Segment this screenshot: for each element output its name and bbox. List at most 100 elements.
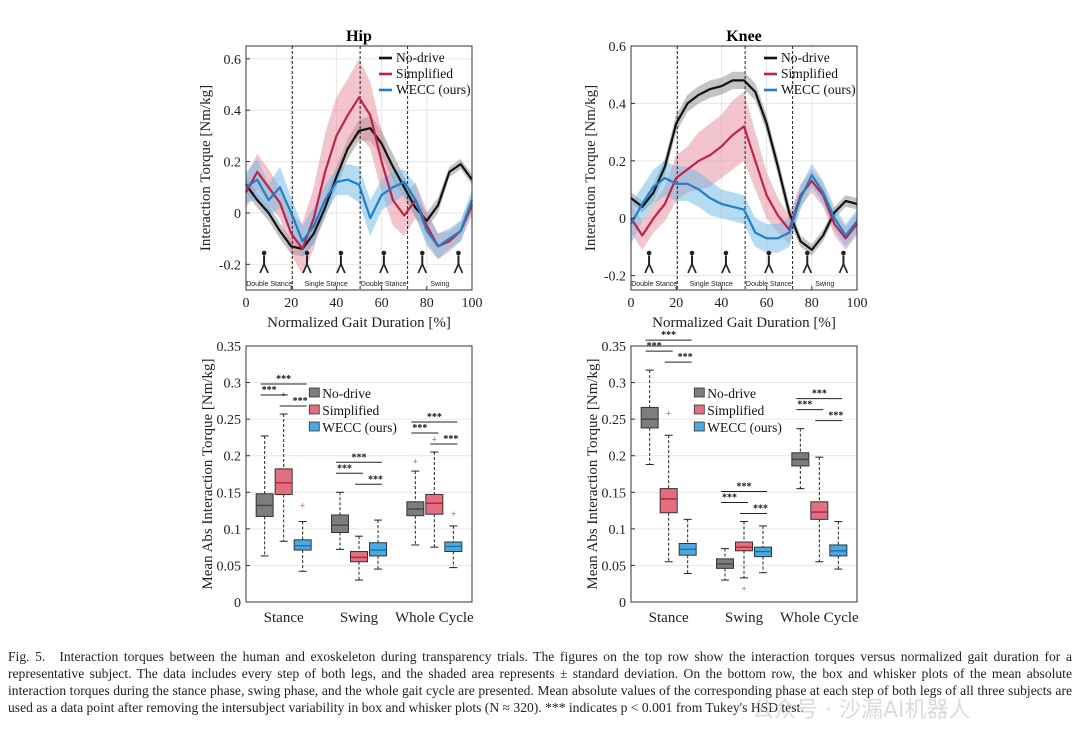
outlier-marker: +: [281, 389, 286, 399]
significance-stars: ***: [678, 352, 693, 363]
figure-leg: [725, 263, 731, 274]
x-category-label: Whole Cycle: [395, 610, 474, 626]
figure-head: [766, 250, 772, 256]
figure-leg: [648, 263, 654, 274]
legend-label: WECC (ours): [322, 420, 397, 435]
figure-head: [804, 250, 810, 256]
y-tick-label: 0.05: [217, 559, 242, 574]
y-tick-label: 0: [234, 207, 241, 222]
hip-boxplot: ++*********Stance*********Swing+++******…: [200, 340, 474, 626]
x-tick-label: 20: [669, 296, 683, 311]
significance-stars: ***: [797, 400, 812, 411]
figure-head: [689, 250, 695, 256]
walking-figure-icon: [302, 250, 312, 274]
y-tick-label: 0.3: [224, 377, 242, 392]
figure-canvas: Double Stance Single Stance Double Stance S…: [198, 28, 868, 626]
y-tick-label: 0.35: [602, 340, 627, 355]
x-category-label: Whole Cycle: [780, 610, 859, 626]
y-tick-label: 0.2: [609, 450, 627, 465]
significance-stars: ***: [276, 374, 291, 385]
figure-head: [381, 250, 387, 256]
walking-figure-icon: [802, 250, 813, 274]
x-tick-label: 20: [284, 296, 298, 311]
figure-caption: Fig. 5. Interaction torques between the h…: [8, 648, 1072, 716]
figure-head: [338, 250, 344, 256]
series-line-1: [630, 125, 858, 240]
phase-label: Double Stance: [246, 281, 292, 288]
significance-stars: ***: [262, 385, 277, 396]
hip-torque-plot: Double Stance Single Stance Double Stance S…: [198, 28, 483, 331]
legend-label: No-drive: [781, 50, 830, 65]
legend-swatch-2: [308, 421, 320, 432]
axes-frame: [630, 45, 858, 291]
figure-leg: [691, 263, 697, 274]
legend-label: Simplified: [322, 403, 379, 418]
figure-leg: [340, 263, 346, 274]
y-tick-label: 0.15: [602, 486, 627, 501]
y-tick-label: 0.05: [602, 559, 627, 574]
y-axis-label: Mean Abs Interaction Torque [Nm/kg]: [200, 358, 216, 589]
y-tick-label: 0.4: [609, 97, 627, 112]
y-tick-label: 0.25: [217, 413, 242, 428]
significance-stars: ***: [647, 341, 662, 352]
outlier-marker: +: [741, 584, 746, 594]
figure-leg: [687, 263, 693, 274]
phase-label: Single Stance: [690, 281, 733, 288]
chart-title: Knee: [726, 28, 762, 45]
x-tick-label: 60: [760, 296, 774, 311]
y-tick-label: 0.6: [609, 40, 627, 55]
y-tick-label: 0.2: [224, 156, 242, 171]
figure-leg: [806, 263, 813, 274]
figure-leg: [263, 263, 269, 274]
walking-figure-icon: [379, 250, 389, 274]
knee-boxplot: +*********Stance+*********Swing*********…: [585, 330, 859, 626]
phase-label: Swing: [815, 281, 834, 288]
x-tick-label: 60: [375, 296, 389, 311]
significance-stars: ***: [737, 482, 752, 493]
series-line-2: [245, 178, 474, 248]
y-axis-label: Mean Abs Interaction Torque [Nm/kg]: [585, 358, 601, 589]
x-tick-label: 100: [847, 296, 868, 311]
x-tick-label: 100: [462, 296, 483, 311]
figure-leg: [768, 263, 774, 274]
figure-leg: [259, 263, 265, 274]
outlier-marker: +: [432, 435, 437, 445]
box-0: [640, 406, 659, 429]
sd-band-1: [246, 58, 472, 275]
legend-label: No-drive: [707, 386, 756, 401]
walking-figure-icon: [644, 250, 654, 274]
box-1: [425, 493, 444, 515]
significance-stars: ***: [753, 504, 768, 515]
figure-leg: [306, 263, 312, 274]
walking-figure-icon: [336, 250, 346, 274]
x-axis-label: Normalized Gait Duration [%]: [652, 315, 836, 331]
figure-head: [261, 250, 267, 256]
legend-label: WECC (ours): [781, 82, 856, 97]
series-line-0: [630, 79, 858, 251]
figure-head: [646, 250, 652, 256]
walking-figure-icon: [721, 250, 731, 274]
x-category-label: Swing: [340, 610, 379, 626]
significance-stars: ***: [352, 452, 367, 463]
figure-leg: [421, 263, 428, 274]
y-tick-label: 0: [234, 596, 241, 611]
x-category-label: Stance: [649, 610, 689, 626]
legend-label: Simplified: [781, 66, 838, 81]
y-tick-label: 0.4: [224, 104, 242, 119]
box-1: [735, 541, 753, 552]
axes-frame: [245, 45, 473, 291]
phase-label: Single Stance: [305, 281, 348, 288]
figure-head: [304, 250, 310, 256]
phase-label: Double Stance: [631, 281, 677, 288]
y-tick-label: 0.1: [609, 523, 627, 538]
legend-swatch-0: [693, 387, 705, 398]
significance-stars: ***: [812, 389, 827, 400]
significance-stars: ***: [722, 493, 737, 504]
x-category-label: Swing: [725, 610, 764, 626]
figure-leg: [838, 263, 845, 274]
figure-leg: [764, 263, 770, 274]
walking-figure-icon: [764, 250, 774, 274]
x-tick-label: 40: [329, 296, 343, 311]
significance-stars: ***: [427, 412, 442, 423]
x-tick-label: 0: [628, 296, 635, 311]
